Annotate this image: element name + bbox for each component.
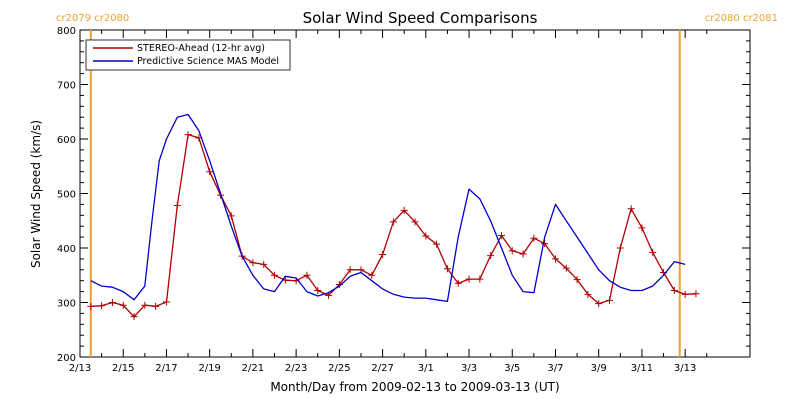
legend-label-stereo: STEREO-Ahead (12-hr avg) bbox=[137, 43, 265, 54]
data-point-stereo bbox=[162, 298, 170, 306]
data-point-stereo bbox=[508, 247, 516, 255]
data-point-stereo bbox=[476, 275, 484, 283]
data-point-stereo bbox=[141, 301, 149, 309]
data-point-stereo bbox=[519, 250, 527, 258]
y-tick-label: 300 bbox=[57, 299, 76, 310]
data-point-stereo bbox=[271, 271, 279, 279]
data-point-stereo bbox=[616, 244, 624, 252]
data-point-stereo bbox=[681, 290, 689, 298]
y-tick-label: 700 bbox=[57, 81, 76, 92]
data-point-stereo bbox=[530, 234, 538, 242]
data-point-stereo bbox=[692, 290, 700, 298]
data-point-stereo bbox=[108, 299, 116, 306]
x-tick-label: 2/15 bbox=[112, 363, 134, 374]
x-tick-label: 2/23 bbox=[285, 363, 307, 374]
y-axis-ticks: 200 300 400 500 600 700 800 bbox=[57, 26, 750, 364]
data-point-stereo bbox=[119, 301, 127, 309]
x-tick-label: 3/9 bbox=[591, 363, 607, 374]
carrington-markers: cr2079 cr2080 cr2080 cr2081 bbox=[56, 13, 778, 357]
series-layer bbox=[87, 113, 700, 321]
data-point-stereo bbox=[606, 296, 614, 304]
data-point-stereo bbox=[249, 259, 257, 267]
x-tick-label: 2/13 bbox=[69, 363, 91, 374]
y-axis-label: Solar Wind Speed (km/s) bbox=[29, 120, 43, 268]
carrington-marker-label: cr2080 cr2081 bbox=[705, 13, 778, 24]
y-tick-label: 400 bbox=[57, 244, 76, 255]
data-point-stereo bbox=[346, 266, 354, 274]
x-axis-label: Month/Day from 2009-02-13 to 2009-03-13 … bbox=[270, 380, 559, 394]
data-point-stereo bbox=[584, 290, 592, 298]
y-tick-label: 200 bbox=[57, 353, 76, 364]
legend: STEREO-Ahead (12-hr avg) Predictive Scie… bbox=[85, 39, 291, 71]
x-tick-label: 2/25 bbox=[328, 363, 350, 374]
data-point-stereo bbox=[670, 287, 678, 295]
x-tick-label: 3/7 bbox=[547, 363, 563, 374]
x-tick-label: 3/11 bbox=[631, 363, 653, 374]
legend-label-mas-model: Predictive Science MAS Model bbox=[137, 56, 279, 67]
data-point-stereo bbox=[497, 231, 505, 239]
data-point-stereo bbox=[98, 302, 106, 310]
data-point-stereo bbox=[260, 260, 268, 268]
x-tick-label: 2/27 bbox=[371, 363, 393, 374]
x-tick-label: 2/21 bbox=[242, 363, 264, 374]
legend-box bbox=[85, 39, 291, 71]
data-point-stereo bbox=[130, 313, 138, 321]
data-point-stereo bbox=[368, 271, 376, 279]
data-point-stereo bbox=[638, 224, 646, 232]
y-tick-label: 600 bbox=[57, 135, 76, 146]
data-point-stereo bbox=[562, 264, 570, 272]
data-point-stereo bbox=[173, 201, 181, 209]
x-tick-label: 2/17 bbox=[155, 363, 177, 374]
x-tick-label: 3/1 bbox=[418, 363, 434, 374]
data-point-stereo bbox=[152, 302, 160, 310]
data-point-stereo bbox=[433, 240, 441, 248]
data-point-stereo bbox=[389, 218, 397, 226]
data-point-stereo bbox=[422, 232, 430, 240]
data-point-stereo bbox=[314, 287, 322, 295]
data-point-stereo bbox=[400, 206, 408, 214]
x-tick-label: 3/3 bbox=[461, 363, 477, 374]
data-point-stereo bbox=[411, 218, 419, 226]
data-point-stereo bbox=[443, 265, 451, 273]
series-line-mas-model bbox=[90, 113, 686, 303]
data-point-stereo bbox=[184, 131, 192, 139]
y-tick-label: 800 bbox=[57, 26, 76, 37]
x-tick-label: 3/13 bbox=[674, 363, 696, 374]
x-tick-label: 3/5 bbox=[504, 363, 520, 374]
data-point-stereo bbox=[379, 251, 387, 259]
data-point-stereo bbox=[303, 271, 311, 279]
data-point-stereo bbox=[541, 240, 549, 248]
data-point-stereo bbox=[649, 248, 657, 256]
data-point-stereo bbox=[551, 255, 559, 263]
data-point-stereo bbox=[465, 275, 473, 283]
data-point-stereo bbox=[87, 302, 95, 310]
data-point-stereo bbox=[595, 300, 603, 308]
data-point-stereo bbox=[206, 168, 214, 176]
x-tick-label: 2/19 bbox=[198, 363, 220, 374]
x-axis-ticks: 2/13 2/15 2/17 2/19 2/21 2/23 2/25 2/27 3/1 3/3 3/… bbox=[69, 30, 708, 374]
data-point-stereo bbox=[454, 279, 462, 287]
chart-title: Solar Wind Speed Comparisons bbox=[303, 9, 538, 27]
data-point-stereo bbox=[227, 212, 235, 220]
data-point-stereo bbox=[487, 252, 495, 260]
data-point-stereo bbox=[627, 205, 635, 213]
y-tick-label: 500 bbox=[57, 190, 76, 201]
carrington-marker-label: cr2079 cr2080 bbox=[56, 13, 129, 24]
data-point-stereo bbox=[573, 276, 581, 284]
